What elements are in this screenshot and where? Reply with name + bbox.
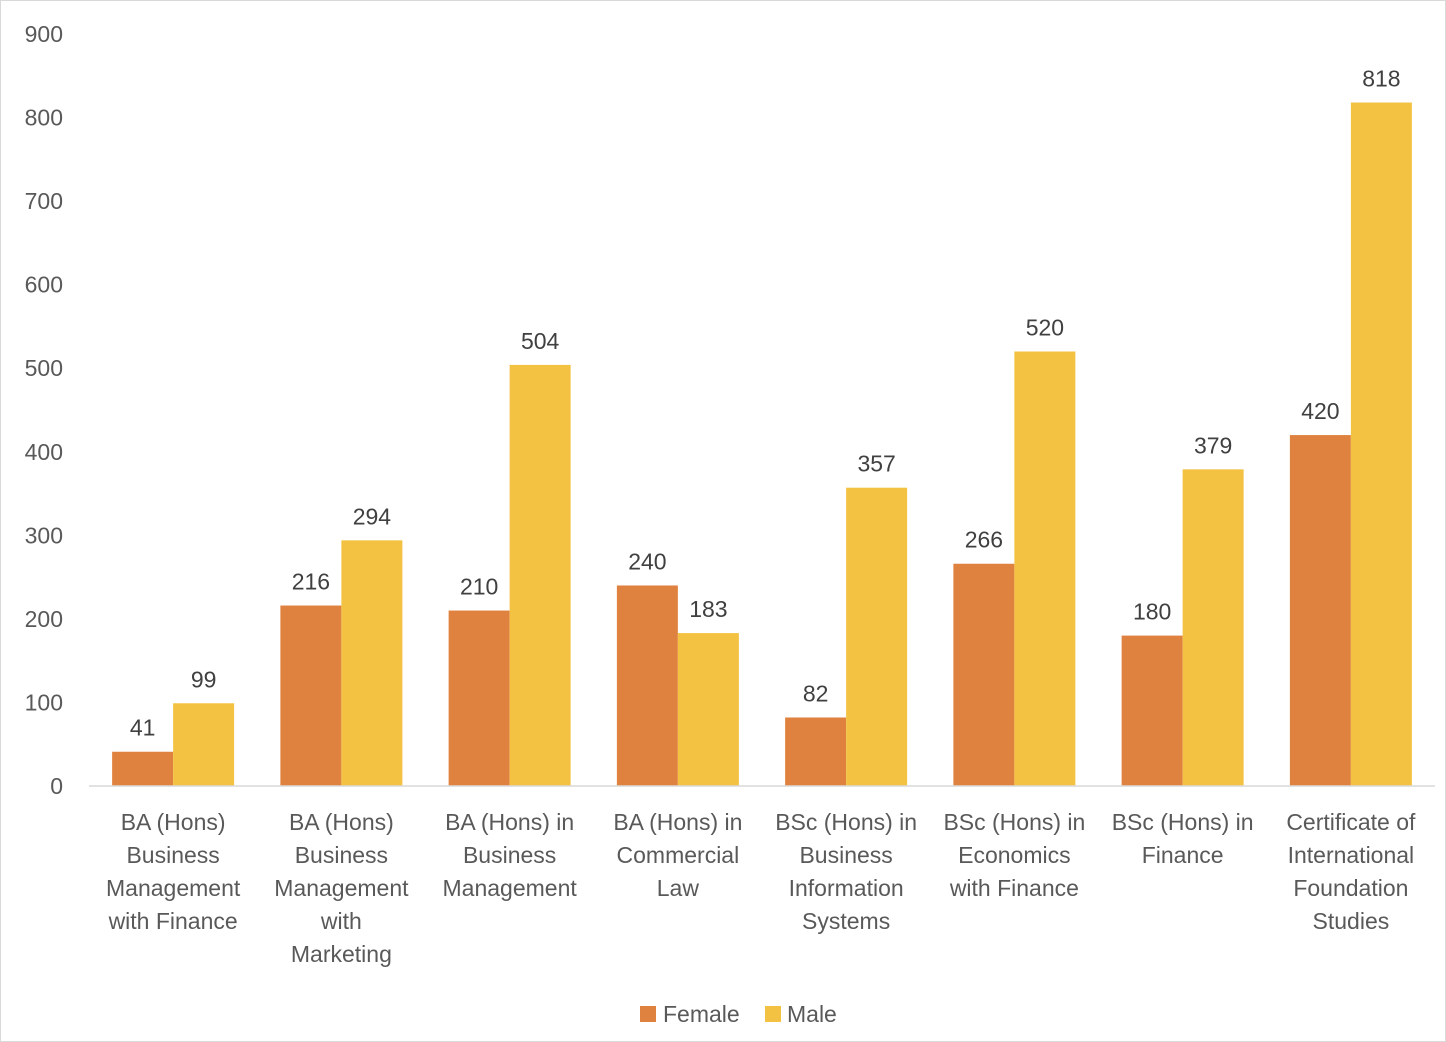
x-category-label-line: Systems [802, 908, 890, 934]
x-category-label-line: Law [657, 875, 700, 901]
x-category-label-line: Business [463, 842, 556, 868]
bar-male [677, 633, 739, 786]
x-category-label-line: Economics [958, 842, 1070, 868]
bar-female [112, 751, 174, 786]
data-label-female: 82 [803, 680, 829, 706]
data-label-male: 504 [521, 328, 560, 354]
y-axis: 0 100 200 300 400 500 600 700 800 900 [25, 21, 63, 799]
legend-swatch-female [640, 1006, 656, 1022]
data-label-male: 294 [353, 503, 392, 529]
x-category-label-line: BA (Hons) in [613, 809, 742, 835]
x-category-label: Certificate of International Foundation Stu… [1286, 809, 1416, 934]
x-category-label-line: Management [106, 875, 241, 901]
bar-male [1014, 351, 1076, 786]
bar-female [785, 717, 847, 786]
x-category-label-line: Marketing [291, 941, 392, 967]
y-tick-label: 200 [25, 606, 63, 632]
bar-female [1121, 635, 1183, 786]
legend-swatch-male [765, 1006, 781, 1022]
legend-label-male: Male [787, 1001, 837, 1027]
data-label-male: 99 [191, 666, 217, 692]
y-tick-label: 600 [25, 272, 63, 298]
x-category-label-line: Commercial [617, 842, 740, 868]
x-category-label-line: with Finance [949, 875, 1079, 901]
data-label-male: 520 [1026, 315, 1064, 341]
x-category-label-line: BSc (Hons) in [943, 809, 1085, 835]
x-category-label-line: BA (Hons) in [445, 809, 574, 835]
data-label-female: 41 [130, 715, 156, 741]
legend-label-female: Female [663, 1001, 740, 1027]
y-tick-label: 300 [25, 522, 63, 548]
y-tick-label: 500 [25, 355, 63, 381]
legend: Female Male [640, 1001, 837, 1027]
x-category-label-line: BA (Hons) [121, 809, 226, 835]
bar-male [1350, 102, 1412, 786]
data-label-male: 357 [857, 451, 895, 477]
x-category-label-line: Finance [1142, 842, 1224, 868]
data-label-male: 183 [689, 596, 727, 622]
bar-male [509, 364, 571, 786]
x-axis: BA (Hons) Business Management with FinanceB… [106, 809, 1416, 967]
x-category-label-line: Management [443, 875, 578, 901]
x-category-label: BSc (Hons) in Business Information Systems [775, 809, 917, 934]
y-tick-label: 900 [25, 21, 63, 47]
bar-female [1289, 435, 1351, 786]
x-category-label-line: with Finance [108, 908, 238, 934]
y-tick-label: 400 [25, 439, 63, 465]
data-label-female: 180 [1133, 599, 1171, 625]
x-category-label-line: BSc (Hons) in [775, 809, 917, 835]
bar-female [953, 563, 1015, 786]
bar-male [173, 703, 235, 786]
y-tick-label: 100 [25, 689, 63, 715]
x-category-label-line: International [1288, 842, 1415, 868]
data-label-female: 266 [965, 527, 1003, 553]
x-category-label: BA (Hons) in Business Management [443, 809, 578, 901]
x-category-label-line: with [320, 908, 362, 934]
bars [112, 102, 1412, 786]
x-category-label: BSc (Hons) in Finance [1112, 809, 1254, 868]
x-category-label: BA (Hons) Business Management with Finance [106, 809, 241, 934]
x-category-label-line: Business [799, 842, 892, 868]
x-category-label-line: Studies [1313, 908, 1390, 934]
data-labels: 41 99 216 294 210 504 240 183 82 357 266 520 180 379 4… [130, 66, 1401, 741]
x-category-label-line: BA (Hons) [289, 809, 394, 835]
x-category-label-line: Foundation [1293, 875, 1408, 901]
x-category-label-line: Business [126, 842, 219, 868]
x-category-label-line: Business [295, 842, 388, 868]
bar-female [616, 585, 678, 786]
bar-female [448, 610, 510, 786]
data-label-female: 216 [292, 569, 330, 595]
bar-male [341, 540, 403, 786]
data-label-female: 210 [460, 574, 498, 600]
x-category-label: BA (Hons) in Commercial Law [613, 809, 742, 901]
bar-male [846, 487, 908, 786]
x-category-label: BA (Hons) Business Management with Marketing [274, 809, 409, 967]
bar-male [1182, 469, 1244, 786]
y-tick-label: 700 [25, 188, 63, 214]
y-tick-label: 0 [50, 773, 63, 799]
x-category-label: BSc (Hons) in Economics with Finance [943, 809, 1085, 901]
y-tick-label: 800 [25, 105, 63, 131]
x-category-label-line: Management [274, 875, 409, 901]
x-category-label-line: BSc (Hons) in [1112, 809, 1254, 835]
data-label-female: 240 [628, 548, 666, 574]
x-category-label-line: Information [789, 875, 904, 901]
data-label-female: 420 [1301, 398, 1339, 424]
x-category-label-line: Certificate of [1286, 809, 1416, 835]
bar-female [280, 605, 342, 786]
data-label-male: 379 [1194, 432, 1232, 458]
data-label-male: 818 [1362, 66, 1400, 92]
